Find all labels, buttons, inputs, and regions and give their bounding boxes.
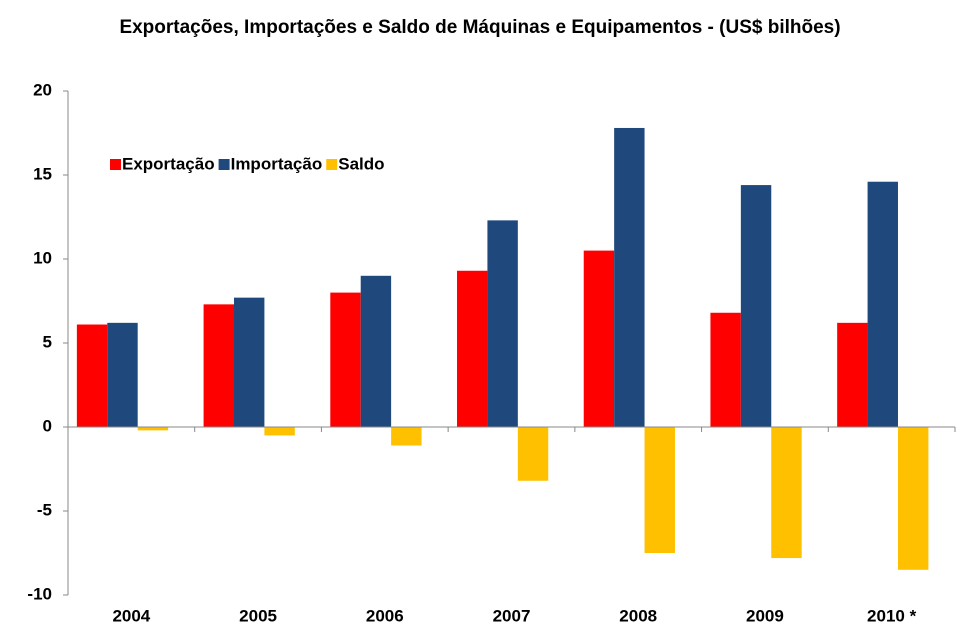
bar (360, 275, 392, 427)
bar (614, 127, 645, 428)
y-tick-label: 20 (33, 80, 52, 99)
bar (137, 427, 169, 431)
bar (330, 292, 361, 427)
bar (487, 220, 518, 427)
bar (710, 312, 741, 427)
bar (457, 270, 488, 427)
y-tick-label: 15 (33, 164, 52, 183)
x-tick-label: 2007 (493, 606, 531, 625)
legend-swatch (326, 159, 338, 170)
bar (583, 250, 615, 427)
y-tick-label: -10 (27, 584, 52, 603)
x-tick-label: 2008 (619, 606, 657, 625)
legend-label: Importação (231, 154, 323, 173)
x-tick-label: 2005 (239, 606, 277, 625)
bar (897, 427, 929, 570)
bar (517, 427, 549, 481)
x-tick-label: 2010 * (867, 606, 917, 625)
bar (107, 322, 138, 427)
bar (391, 427, 422, 446)
y-tick-label: 5 (43, 332, 52, 351)
legend-label: Exportação (122, 154, 215, 173)
x-tick-label: 2004 (112, 606, 150, 625)
chart-title: Exportações, Importações e Saldo de Máqu… (119, 17, 841, 38)
bar (644, 427, 675, 553)
x-tick-label: 2006 (366, 606, 404, 625)
x-tick-label: 2009 (746, 606, 784, 625)
y-tick-label: 0 (43, 416, 52, 435)
bar (867, 181, 898, 427)
bar (837, 322, 868, 427)
y-tick-label: -5 (37, 500, 52, 519)
y-tick-label: 10 (33, 248, 52, 267)
legend-swatch (218, 159, 230, 170)
bar (771, 427, 802, 559)
bar (740, 185, 772, 427)
bar (76, 324, 108, 427)
bar (203, 304, 234, 427)
bar (233, 297, 265, 427)
bar (264, 427, 295, 436)
legend-swatch (110, 159, 121, 170)
legend-label: Saldo (338, 154, 384, 173)
